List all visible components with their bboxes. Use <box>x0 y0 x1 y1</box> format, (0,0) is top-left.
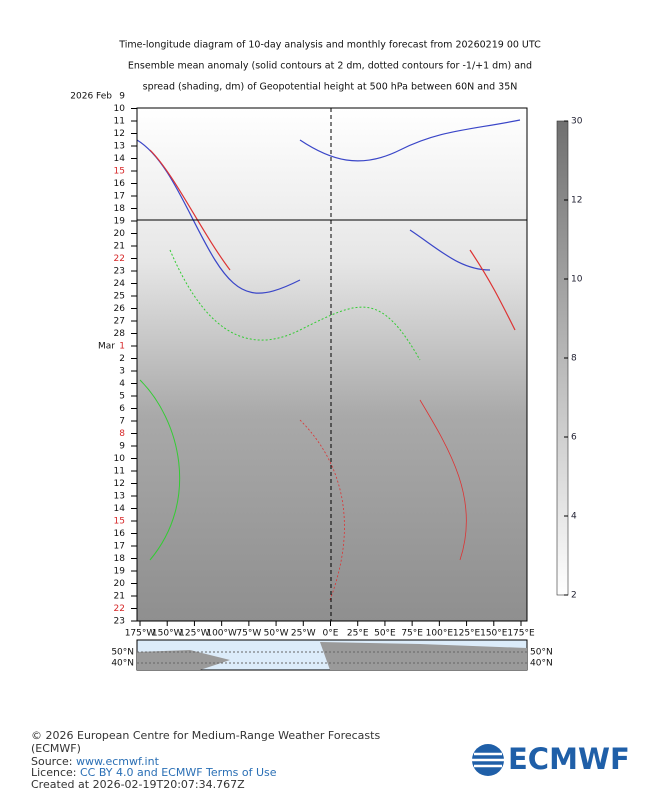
date-label: 25 <box>114 292 125 302</box>
date-label: 16 <box>114 529 126 539</box>
longitude-label: 0°E <box>323 629 339 639</box>
colorbar-label: 12 <box>571 196 582 206</box>
colorbar-label: 6 <box>571 433 577 443</box>
map-strip <box>136 639 528 671</box>
date-label: 3 <box>119 367 125 377</box>
date-label: 13 <box>114 142 125 152</box>
footer-source: Source: www.ecmwf.int <box>31 755 160 768</box>
map-label: 40°N <box>530 659 553 669</box>
date-label: 12 <box>114 129 125 139</box>
date-label: 19 <box>114 217 126 227</box>
date-label: 15 <box>114 517 125 527</box>
date-label: 6 <box>119 404 125 414</box>
longitude-label: 150°E <box>480 629 508 639</box>
date-label: 4 <box>119 379 125 389</box>
date-label: 12 <box>114 479 125 489</box>
footer-org: (ECMWF) <box>31 742 81 755</box>
footer-copyright: © 2026 European Centre for Medium-Range … <box>31 729 380 742</box>
date-label: 20 <box>114 229 126 239</box>
longitude-label: 100°E <box>426 629 454 639</box>
date-label: 9 <box>119 442 125 452</box>
date-label: 18 <box>114 204 126 214</box>
date-label: 22 <box>114 604 125 614</box>
map-label: 50°N <box>530 648 553 658</box>
date-label: 18 <box>114 554 126 564</box>
longitude-label: 125°E <box>453 629 481 639</box>
date-label: 28 <box>114 329 126 339</box>
date-label: 16 <box>114 179 126 189</box>
logo-text: ECMWF <box>508 742 630 776</box>
date-label: 10 <box>114 454 126 464</box>
date-label: 23 <box>114 267 125 277</box>
plot <box>136 107 528 622</box>
title: Time-longitude diagram of 10-day analysi… <box>118 40 541 51</box>
colorbar-label: 8 <box>571 354 577 364</box>
longitude-label: 25°W <box>291 629 316 639</box>
date-label: 21 <box>114 592 125 602</box>
title: Ensemble mean anomaly (solid contours at… <box>128 61 532 72</box>
date-label: 17 <box>114 192 125 202</box>
date-label: 23 <box>114 617 125 627</box>
date-label: 15 <box>114 167 125 177</box>
longitude-label: 150°W <box>152 629 183 639</box>
date-label: 20 <box>114 579 126 589</box>
date-label: 26 <box>114 304 126 314</box>
date-label: 27 <box>114 317 125 327</box>
date-label: 13 <box>114 492 125 502</box>
longitude-label: 175°E <box>507 629 535 639</box>
longitude-label: 50°W <box>264 629 289 639</box>
longitude-label: 100°W <box>206 629 237 639</box>
date-label: 11 <box>114 467 125 477</box>
date-label: 9 <box>119 92 125 102</box>
date-label: 11 <box>114 117 125 127</box>
footer-licence: Licence: CC BY 4.0 and ECMWF Terms of Us… <box>31 766 277 779</box>
footer-created: Created at 2026-02-19T20:07:34.767Z <box>31 778 245 791</box>
date-label: 17 <box>114 542 125 552</box>
date-label: 1 <box>119 342 125 352</box>
logo: ECMWF <box>472 742 630 776</box>
map-label: 50°N <box>111 648 134 658</box>
longitude-label: 75°E <box>401 629 423 639</box>
colorbar-label: 30 <box>571 117 583 127</box>
date-label: 19 <box>114 567 126 577</box>
longitude-label: 75°W <box>236 629 261 639</box>
colorbar-label: 2 <box>571 591 577 601</box>
date-label: 22 <box>114 254 125 264</box>
date-label: 7 <box>119 417 125 427</box>
date-prefix: Mar <box>98 342 115 352</box>
date-label: 5 <box>119 392 125 402</box>
date-prefix: 2026 Feb <box>70 92 112 102</box>
date-label: 8 <box>119 429 125 439</box>
date-label: 14 <box>114 504 126 514</box>
date-label: 21 <box>114 242 125 252</box>
colorbar-label: 10 <box>571 275 583 285</box>
longitude-label: 125°W <box>179 629 210 639</box>
date-label: 2 <box>119 354 125 364</box>
title: spread (shading, dm) of Geopotential hei… <box>143 82 518 93</box>
longitude-label: 50°E <box>374 629 396 639</box>
colorbar-label: 4 <box>571 512 577 522</box>
date-label: 14 <box>114 154 126 164</box>
source-link[interactable]: www.ecmwf.int <box>76 755 160 768</box>
licence-link[interactable]: CC BY 4.0 and ECMWF Terms of Use <box>80 766 277 779</box>
longitude-label: 25°E <box>347 629 369 639</box>
date-label: 24 <box>114 279 126 289</box>
map-label: 40°N <box>111 659 134 669</box>
longitude-label: 175°W <box>125 629 156 639</box>
date-label: 10 <box>114 104 126 114</box>
